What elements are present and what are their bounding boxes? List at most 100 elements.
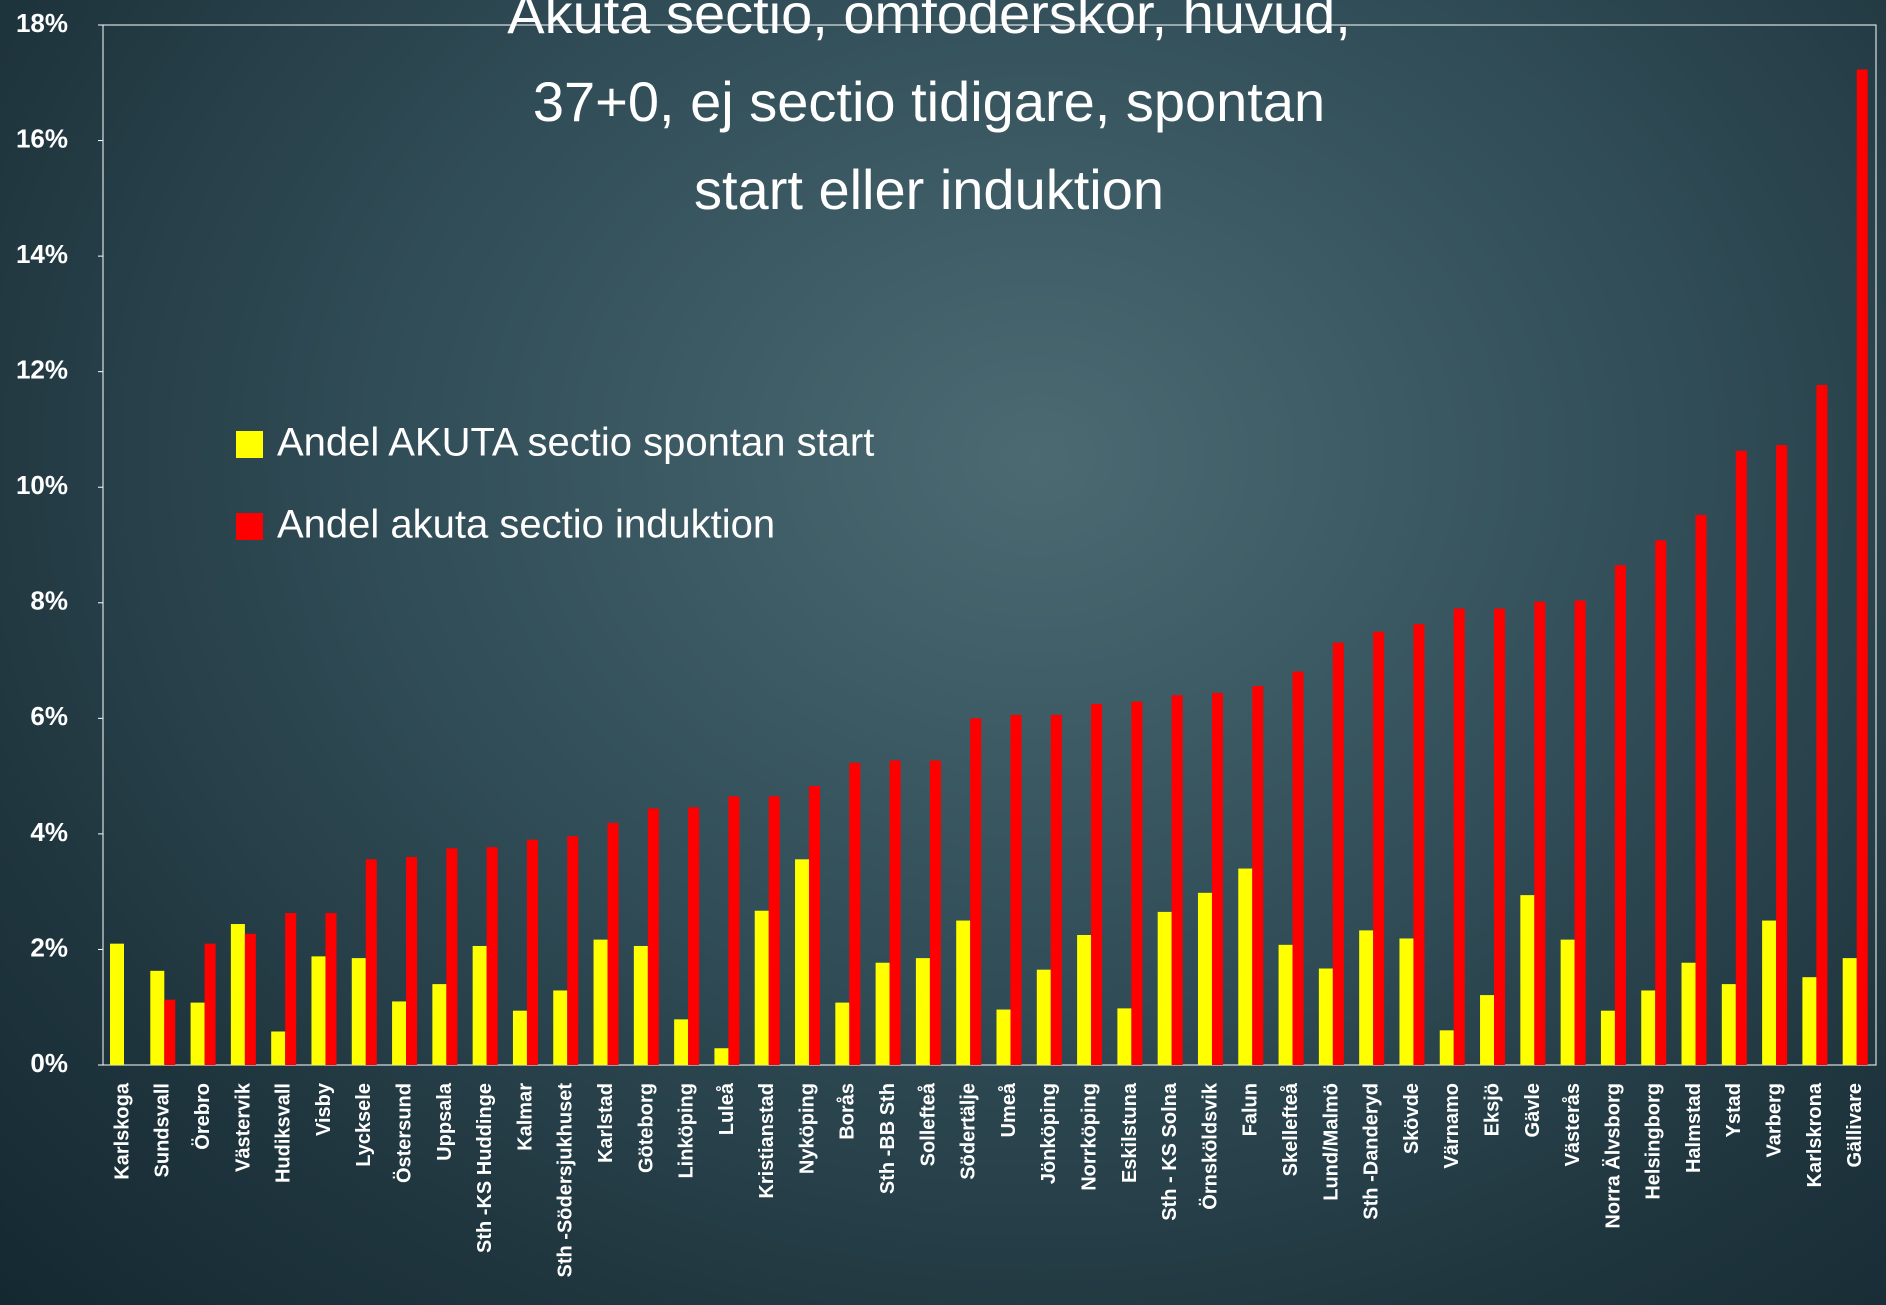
bar [446, 848, 458, 1065]
x-tick-label: Karlstad [595, 1083, 617, 1163]
x-tick-label: Jönköping [1038, 1083, 1060, 1184]
bar [1681, 962, 1696, 1065]
legend-swatch [236, 513, 263, 540]
bar [365, 859, 377, 1065]
x-tick-label: Lycksele [353, 1083, 375, 1167]
x-tick-label: Nyköping [796, 1083, 818, 1174]
y-tick-label: 6% [30, 701, 68, 731]
x-tick-label: Linköping [676, 1083, 698, 1179]
legend-swatch [236, 431, 263, 458]
bar [311, 956, 326, 1065]
x-tick-label: Falun [1240, 1083, 1262, 1136]
bar [230, 924, 245, 1065]
x-tick-label: Sundsvall [152, 1083, 174, 1177]
x-tick-label: Västervik [232, 1082, 254, 1172]
bar [728, 796, 740, 1065]
bar [1359, 930, 1374, 1065]
legend-label: Andel AKUTA sectio spontan start [277, 421, 874, 465]
x-tick-label: Kalmar [514, 1083, 536, 1151]
bar [1842, 958, 1857, 1065]
bar [1238, 868, 1253, 1065]
bar [674, 1019, 689, 1065]
x-tick-label: Sth -Södersjukhuset [555, 1083, 577, 1278]
x-tick-label: Luleå [715, 1082, 738, 1135]
bar [1480, 995, 1495, 1065]
x-tick-label: Södertälje [958, 1083, 980, 1180]
bar [593, 939, 608, 1065]
bar [1534, 601, 1546, 1065]
x-tick-label: Ystad [1723, 1083, 1745, 1137]
x-tick-label: Norrköping [1079, 1083, 1101, 1191]
x-tick-label: Lund/Malmö [1320, 1083, 1342, 1201]
x-tick-label: Uppsala [434, 1082, 456, 1161]
bar [1117, 1008, 1132, 1065]
x-tick-label: Östersund [392, 1083, 415, 1183]
x-tick-label: Norra Älvsborg [1601, 1083, 1624, 1229]
bar [472, 945, 487, 1065]
bar [244, 933, 256, 1065]
x-tick-label: Värnamo [1441, 1083, 1463, 1169]
bar [795, 859, 810, 1065]
bar [164, 999, 176, 1065]
bar [1318, 968, 1333, 1065]
bar [110, 943, 124, 1065]
bar [1197, 892, 1212, 1065]
bar [889, 760, 901, 1065]
x-tick-label: Örebro [191, 1083, 214, 1150]
y-tick-label: 18% [16, 8, 68, 38]
chart-title: Akuta sectio, omföderskor, huvud, 37+0, … [507, 0, 1351, 221]
bar [392, 1001, 407, 1065]
bar [1413, 624, 1425, 1065]
bar [1171, 695, 1183, 1065]
bar [1050, 714, 1062, 1065]
bar [607, 822, 619, 1065]
bar [1641, 990, 1656, 1065]
y-tick-label: 10% [16, 470, 68, 500]
bar [553, 990, 568, 1065]
bar [915, 958, 930, 1065]
bar [1036, 969, 1051, 1065]
x-tick-label: Eksjö [1481, 1083, 1503, 1136]
bar [1278, 944, 1293, 1065]
bar [432, 984, 447, 1065]
bar [1762, 920, 1777, 1065]
bar [849, 762, 861, 1065]
x-tick-label: Gävle [1522, 1083, 1544, 1137]
x-tick-label: Sth -KS Huddinge [474, 1083, 496, 1253]
bar [1655, 540, 1667, 1065]
bar [1802, 977, 1817, 1065]
x-tick-label: Skövde [1401, 1083, 1423, 1154]
bar [970, 718, 982, 1065]
plot-frame [102, 24, 1877, 1066]
x-tick-label: Umeå [997, 1082, 1020, 1137]
bar [1574, 600, 1586, 1065]
bar [1776, 445, 1788, 1065]
y-tick-label: 8% [30, 586, 68, 616]
x-tick-label: Sth - KS Solna [1159, 1082, 1181, 1221]
x-tick-label: Helsingborg [1643, 1083, 1665, 1200]
bar [1600, 1010, 1615, 1065]
bar [875, 962, 890, 1065]
bar [190, 1002, 205, 1065]
bar [1211, 692, 1223, 1065]
bar [526, 839, 538, 1065]
x-tick-label: Sth -Danderyd [1361, 1083, 1383, 1220]
x-tick-label: Göteborg [635, 1083, 657, 1173]
bar [567, 836, 579, 1065]
x-tick-label: Skellefteå [1279, 1082, 1302, 1176]
x-tick-label: Örnsköldsvik [1198, 1082, 1221, 1210]
bar [929, 760, 941, 1065]
y-tick-label: 0% [30, 1048, 68, 1078]
bar [1721, 984, 1736, 1065]
x-tick-label: Eskilstuna [1119, 1082, 1141, 1183]
x-tick-label: Kristianstad [756, 1083, 778, 1199]
bar [285, 913, 297, 1065]
bar [1252, 685, 1264, 1065]
bar [1816, 384, 1828, 1065]
bar [1735, 450, 1747, 1065]
x-tick-label: Borås [836, 1083, 859, 1140]
y-tick-label: 14% [16, 239, 68, 269]
bar [150, 970, 165, 1065]
